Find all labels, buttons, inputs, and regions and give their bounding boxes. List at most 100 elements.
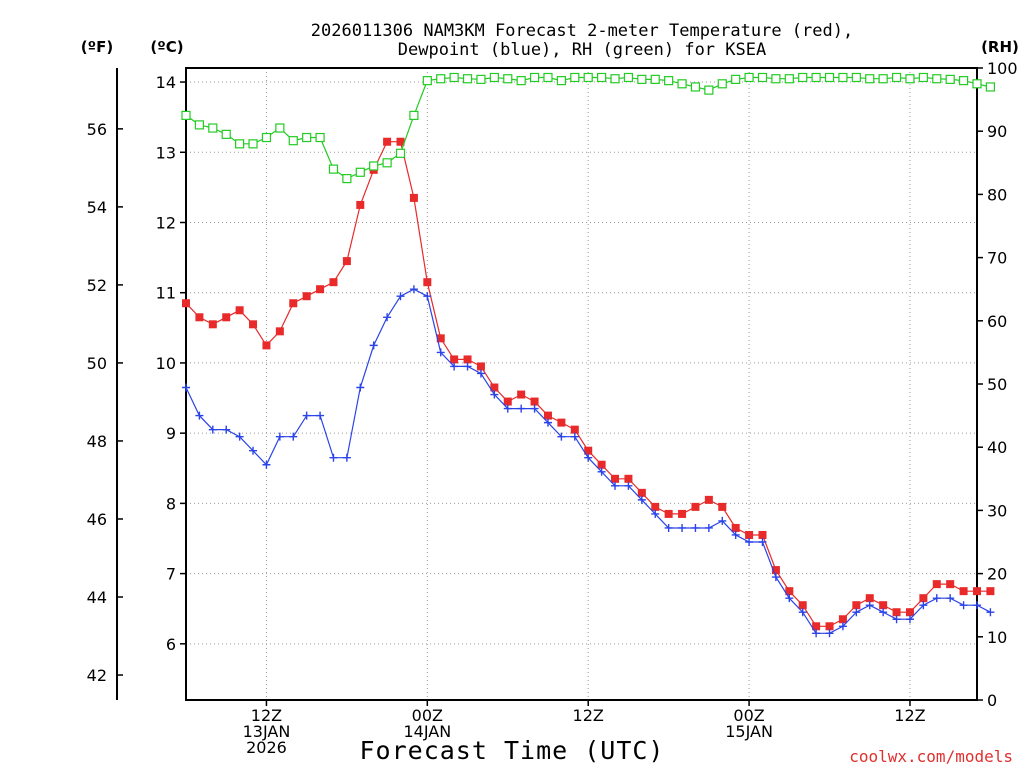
dewpoint-point bbox=[396, 292, 405, 301]
temperature-point bbox=[342, 257, 351, 266]
dewpoint-point bbox=[812, 629, 821, 638]
rh-tick-label: 40 bbox=[987, 438, 1007, 457]
temperature-point bbox=[637, 488, 646, 497]
temperature-point bbox=[852, 601, 861, 610]
fahrenheit-tick-label: 48 bbox=[87, 432, 107, 451]
temperature-point bbox=[450, 355, 459, 364]
rh-point bbox=[208, 123, 218, 133]
temperature-point bbox=[718, 502, 727, 511]
rh-point bbox=[529, 72, 540, 83]
rh-point bbox=[489, 72, 499, 83]
rh-point bbox=[261, 132, 272, 143]
dewpoint-point bbox=[356, 383, 365, 392]
dewpoint-point bbox=[329, 453, 338, 462]
rh-point bbox=[543, 72, 553, 83]
dewpoint-point bbox=[182, 383, 190, 392]
rh-tick-label: 60 bbox=[987, 312, 1007, 331]
temperature-point bbox=[436, 334, 445, 343]
rh-point bbox=[503, 74, 513, 84]
temperature-point bbox=[423, 278, 432, 287]
rh-point bbox=[315, 132, 325, 143]
rh-point bbox=[342, 174, 352, 184]
temperature-point bbox=[249, 320, 258, 329]
celsius-unit-label: (ºC) bbox=[150, 38, 183, 56]
dewpoint-point bbox=[235, 432, 244, 441]
rh-point bbox=[677, 79, 687, 89]
rh-point bbox=[744, 72, 754, 83]
rh-point bbox=[811, 72, 821, 83]
rh-tick-label: 30 bbox=[987, 501, 1007, 520]
temperature-point bbox=[879, 601, 888, 610]
temperature-point bbox=[503, 397, 512, 406]
dewpoint-point bbox=[275, 432, 284, 441]
temperature-point bbox=[262, 341, 271, 350]
rh-point bbox=[851, 72, 861, 83]
temperature-point bbox=[624, 474, 633, 483]
rh-point bbox=[650, 74, 660, 84]
dewpoint-point bbox=[718, 516, 727, 525]
temperature-point bbox=[946, 580, 955, 589]
temperature-point bbox=[584, 446, 593, 455]
dewpoint-point bbox=[704, 523, 713, 532]
temperature-point bbox=[476, 362, 485, 371]
rh-point bbox=[905, 74, 915, 84]
dewpoint-point bbox=[249, 446, 258, 455]
dewpoint-point bbox=[932, 594, 941, 603]
dewpoint-point bbox=[731, 530, 740, 539]
rh-point bbox=[328, 164, 339, 174]
dewpoint-point bbox=[383, 313, 392, 322]
dewpoint-point bbox=[892, 615, 901, 624]
dewpoint-point bbox=[409, 285, 418, 294]
temperature-point bbox=[557, 418, 566, 427]
temperature-point bbox=[182, 299, 190, 308]
dewpoint-point bbox=[476, 369, 485, 378]
rh-point bbox=[395, 148, 406, 158]
title-line-2: Dewpoint (blue), RH (green) for KSEA bbox=[398, 40, 766, 60]
rh-point bbox=[570, 72, 580, 83]
plot-area bbox=[181, 72, 996, 638]
fahrenheit-tick-label: 50 bbox=[87, 354, 107, 373]
temperature-point bbox=[490, 383, 499, 392]
dewpoint-point bbox=[584, 453, 593, 462]
rh-point bbox=[985, 82, 996, 92]
temperature-point bbox=[812, 622, 821, 631]
rh-point bbox=[757, 72, 768, 83]
dewpoint-point bbox=[664, 523, 673, 532]
rh-point bbox=[704, 85, 714, 95]
dewpoint-point bbox=[543, 418, 552, 427]
rh-point bbox=[637, 74, 647, 84]
dewpoint-point bbox=[503, 404, 512, 413]
rh-point bbox=[731, 74, 741, 84]
dewpoint-point bbox=[973, 601, 981, 610]
rh-point bbox=[717, 79, 727, 89]
x-tick-label: 12Z bbox=[894, 706, 925, 725]
dewpoint-point bbox=[436, 348, 445, 357]
dewpoint-point bbox=[289, 432, 298, 441]
temperature-point bbox=[463, 355, 472, 364]
x-tick-label: 00Z bbox=[412, 706, 443, 725]
rh-tick-label: 80 bbox=[987, 185, 1007, 204]
dewpoint-point bbox=[986, 608, 995, 617]
temperature-point bbox=[289, 299, 298, 308]
dewpoint-point bbox=[195, 411, 204, 420]
dewpoint-point bbox=[905, 615, 914, 624]
grid-lines bbox=[186, 68, 977, 700]
source-credit: coolwx.com/models bbox=[849, 747, 1013, 766]
dewpoint-point bbox=[865, 601, 874, 610]
rh-tick-label: 10 bbox=[987, 628, 1007, 647]
temperature-point bbox=[409, 193, 418, 202]
rh-point bbox=[181, 110, 191, 121]
fahrenheit-tick-label: 44 bbox=[87, 588, 107, 607]
rh-point bbox=[194, 120, 205, 130]
rh-point bbox=[945, 74, 955, 84]
dewpoint-point bbox=[611, 481, 620, 490]
temperature-point bbox=[865, 594, 874, 603]
x-tick-label: 12Z bbox=[251, 706, 282, 725]
dewpoint-point bbox=[691, 523, 700, 532]
rh-point bbox=[798, 72, 808, 83]
series-temperature bbox=[182, 137, 995, 631]
temperature-point bbox=[838, 615, 847, 624]
rh-point bbox=[369, 161, 379, 171]
